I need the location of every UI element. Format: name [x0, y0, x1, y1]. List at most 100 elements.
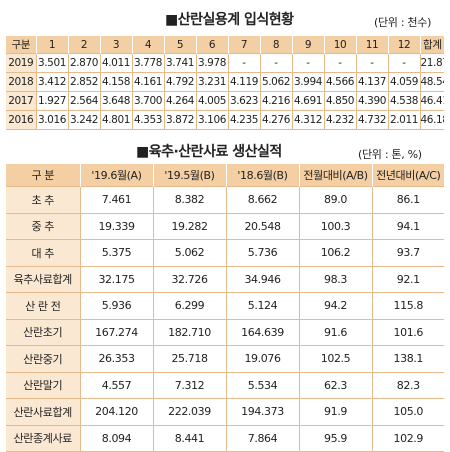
table-cell: 101.6 — [372, 318, 444, 346]
table-cell: 4.353 — [132, 110, 165, 130]
table-cell: 8.662 — [226, 186, 300, 213]
row-label: 산란사료합계 — [6, 398, 81, 425]
table-cell: 5.062 — [153, 239, 227, 266]
table-cell: 5.534 — [226, 371, 300, 399]
table-row: 2016 3.016 3.242 4.801 4.353 3.872 3.106 4.235 4… — [6, 110, 444, 130]
table-cell: 7.864 — [226, 424, 300, 452]
table-cell: - — [356, 53, 389, 73]
row-label: 대 추 — [6, 239, 81, 266]
table-cell: 3.623 — [228, 91, 261, 111]
table-cell: 3.231 — [196, 72, 229, 92]
column-header: 4 — [132, 36, 165, 54]
column-header: 2 — [68, 36, 101, 54]
table-cell: 4.005 — [196, 91, 229, 111]
row-label: 산란말기 — [6, 371, 81, 399]
table-cell: 5.736 — [226, 239, 300, 266]
table-cell: 4.557 — [80, 371, 154, 399]
table-cell: 26.353 — [80, 345, 154, 372]
row-label: 2017 — [6, 91, 37, 111]
table-cell: 4.137 — [356, 72, 389, 92]
table-cell: 2.870 — [68, 53, 101, 73]
table-cell: 106.2 — [299, 239, 373, 266]
table-cell: 204.120 — [80, 398, 154, 425]
table-cell: 167.274 — [80, 318, 154, 346]
column-header: 전월대비(A/B) — [299, 164, 373, 187]
row-label: 육추사료합계 — [6, 265, 81, 293]
table-cell: 3.778 — [132, 53, 165, 73]
table-row: 산란초기 167.274 182.710 164.639 91.6 101.6 — [6, 318, 444, 346]
table-cell: - — [260, 53, 293, 73]
table-cell: 4.158 — [100, 72, 133, 92]
column-header: 7 — [228, 36, 261, 54]
table-cell: 19.339 — [80, 212, 154, 240]
column-header: 1 — [36, 36, 69, 54]
row-label: 2018 — [6, 72, 37, 92]
table-row: 산 란 전 5.936 6.299 5.124 94.2 115.8 — [6, 292, 444, 319]
table-row: 초 추 7.461 8.382 8.662 89.0 86.1 — [6, 186, 444, 213]
table-cell: 3.872 — [164, 110, 197, 130]
column-header: 9 — [292, 36, 325, 54]
row-label: 산란초기 — [6, 318, 81, 346]
table-cell: 21.879 — [420, 53, 444, 73]
column-header: 3 — [100, 36, 133, 54]
table-cell: 3.412 — [36, 72, 69, 92]
table-cell: 4.216 — [260, 91, 293, 111]
table-cell: 4.276 — [260, 110, 293, 130]
table-cell: 92.1 — [372, 265, 444, 293]
table-cell: 194.373 — [226, 398, 300, 425]
table-cell: 6.299 — [153, 292, 227, 319]
table-header-row: 구분 1 2 3 4 5 6 7 8 9 10 11 12 합계 — [6, 36, 444, 54]
table-header-row: 구 분 '19.6월(A) '19.5월(B) '18.6월(B) 전월대비(A/B) 전… — [6, 164, 444, 187]
table-cell: 5.062 — [260, 72, 293, 92]
table-row: 산란사료합계 204.120 222.039 194.373 91.9 105.0 — [6, 398, 444, 425]
table-cell: 4.732 — [356, 110, 389, 130]
table-cell: 4.566 — [324, 72, 357, 92]
table-cell: 4.792 — [164, 72, 197, 92]
table-cell: 7.312 — [153, 371, 227, 399]
table-cell: 94.2 — [299, 292, 373, 319]
table-cell: 3.648 — [100, 91, 133, 111]
section-title-chick-placement: ■산란실용계 입식현황 — [165, 12, 294, 28]
table-cell: 5.375 — [80, 239, 154, 266]
column-header: 5 — [164, 36, 197, 54]
table-cell: 8.382 — [153, 186, 227, 213]
table-row: 2018 3.412 2.852 4.158 4.161 4.792 3.231 4.119 5… — [6, 72, 444, 92]
table-cell: 4.264 — [164, 91, 197, 111]
column-header-category: 구 분 — [6, 164, 81, 187]
table-cell: 8.094 — [80, 424, 154, 452]
table-cell: 7.461 — [80, 186, 154, 213]
table-row: 육추사료합계 32.175 32.726 34.946 98.3 92.1 — [6, 265, 444, 293]
column-header: 합계 — [420, 36, 444, 54]
table-cell: - — [324, 53, 357, 73]
feed-production-table: 구 분 '19.6월(A) '19.5월(B) '18.6월(B) 전월대비(A/B) 전… — [6, 164, 444, 452]
table-cell: 91.6 — [299, 318, 373, 346]
table-cell: 3.700 — [132, 91, 165, 111]
table-cell: 48.543 — [420, 72, 444, 92]
row-label: 산란종계사료 — [6, 424, 81, 452]
table-cell: 46.416 — [420, 91, 444, 111]
table-cell: 3.106 — [196, 110, 229, 130]
table-cell: 1.927 — [36, 91, 69, 111]
table-row: 2019 3.501 2.870 4.011 3.778 3.741 3.978- - - - - -… — [6, 53, 444, 73]
table-cell: 138.1 — [372, 345, 444, 372]
table-cell: 8.441 — [153, 424, 227, 452]
table-row: 산란말기 4.557 7.312 5.534 62.3 82.3 — [6, 371, 444, 399]
column-header: 6 — [196, 36, 229, 54]
table-cell: 2.011 — [388, 110, 421, 130]
row-label: 산란중기 — [6, 345, 81, 372]
placement-table: 구분 1 2 3 4 5 6 7 8 9 10 11 12 합계 2019 3.501 2.870 4.011 3… — [6, 36, 444, 130]
row-label: 2016 — [6, 110, 37, 130]
column-header: 10 — [324, 36, 357, 54]
table-cell: 46.188 — [420, 110, 444, 130]
table-cell: 102.5 — [299, 345, 373, 372]
column-header: 11 — [356, 36, 389, 54]
table-cell: 164.639 — [226, 318, 300, 346]
table-cell: 4.850 — [324, 91, 357, 111]
table-cell: 94.1 — [372, 212, 444, 240]
table-cell: 222.039 — [153, 398, 227, 425]
table-cell: 4.538 — [388, 91, 421, 111]
table-cell: 82.3 — [372, 371, 444, 399]
table-cell: 5.124 — [226, 292, 300, 319]
table-cell: 4.161 — [132, 72, 165, 92]
table-cell: 20.548 — [226, 212, 300, 240]
